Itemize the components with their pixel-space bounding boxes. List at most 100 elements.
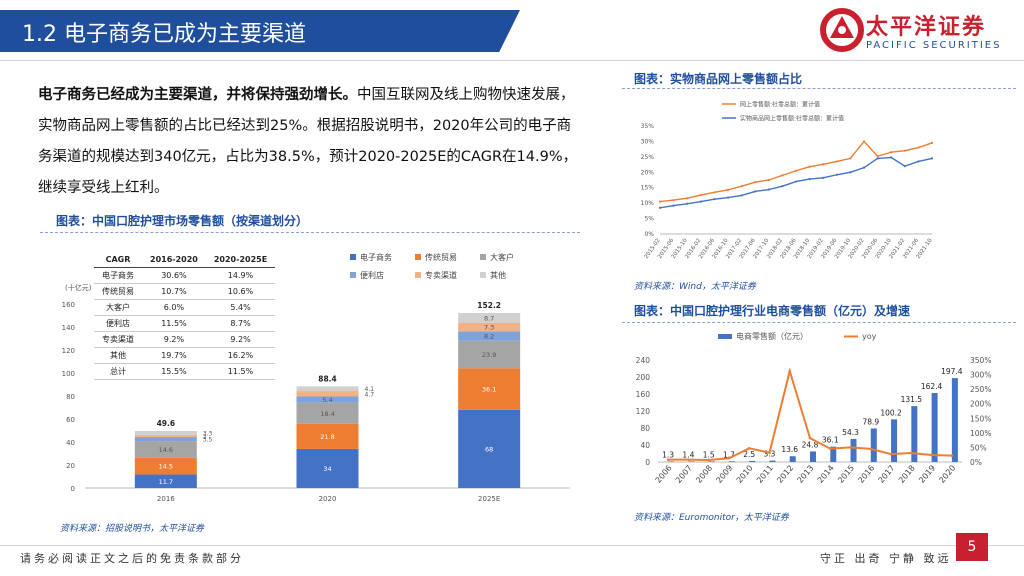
bar-segment xyxy=(458,340,521,369)
data-point xyxy=(890,151,893,154)
data-point xyxy=(767,178,770,182)
bar-value-label: 13.6 xyxy=(781,445,798,454)
y-tick-label: 20 xyxy=(66,462,75,470)
data-point xyxy=(658,200,662,203)
logo-icon xyxy=(820,8,864,52)
legend-swatch xyxy=(350,272,356,278)
x-tick-label: 2025E xyxy=(478,495,500,503)
x-tick-label: 2020 xyxy=(937,464,957,485)
bar-segment xyxy=(134,434,197,438)
cagr-cell: 16.2% xyxy=(205,347,276,364)
y-tick-label: 0 xyxy=(71,485,75,493)
segment-label: 14.5 xyxy=(159,463,173,471)
intro-paragraph: 电子商务已经成为主要渠道，并将保持强劲增长。中国互联网及线上购物快速发展，实物商… xyxy=(38,80,578,204)
data-point xyxy=(713,198,716,201)
y-tick-label: 10% xyxy=(641,200,655,207)
x-tick-label: 2015 xyxy=(836,464,856,485)
bar-value-label: 54.3 xyxy=(842,428,859,437)
cagr-cell: 6.0% xyxy=(142,299,206,316)
y-tick-label: 160 xyxy=(62,301,75,309)
y2-tick-label: 100% xyxy=(970,429,991,438)
y-tick-label: 40 xyxy=(66,439,75,447)
bar xyxy=(789,456,796,462)
y2-tick-label: 250% xyxy=(970,385,991,394)
data-point xyxy=(876,155,879,158)
bar-value-label: 131.5 xyxy=(901,395,923,404)
segment-label: 14.6 xyxy=(159,446,173,454)
data-point xyxy=(822,163,825,166)
x-tick-label: 2020 xyxy=(319,495,337,503)
yoy-point xyxy=(707,458,710,462)
y-tick-label: 80 xyxy=(66,393,75,401)
bar-segment xyxy=(458,368,521,410)
data-point xyxy=(903,165,906,168)
data-point xyxy=(686,202,689,205)
yoy-point xyxy=(869,447,873,451)
data-point xyxy=(726,196,730,199)
x-tick-label: 2013 xyxy=(796,464,816,485)
cagr-header-row: CAGR 2016-2020 2020-2025E xyxy=(94,252,276,268)
legend-label: 大客户 xyxy=(490,252,514,262)
cagr-cell: 11.5% xyxy=(205,363,276,380)
segment-label: 8.7 xyxy=(484,314,494,322)
y-tick-label: 160 xyxy=(636,390,651,399)
y2-tick-label: 200% xyxy=(970,400,991,409)
cagr-cell: 11.5% xyxy=(142,315,206,332)
segment-label: 11.7 xyxy=(159,478,173,486)
data-point xyxy=(794,169,798,172)
data-point xyxy=(930,157,934,160)
x-tick-label: 2018 xyxy=(897,464,917,485)
total-label: 49.6 xyxy=(157,419,176,428)
segment-label: 3.5 xyxy=(203,437,213,444)
data-point xyxy=(713,191,716,194)
yoy-point xyxy=(788,369,792,373)
footer-divider xyxy=(0,545,1024,546)
cagr-cell: 8.7% xyxy=(205,315,276,332)
cagr-cell: 15.5% xyxy=(142,363,206,380)
data-point xyxy=(835,173,838,176)
cagr-cell: 其他 xyxy=(94,347,142,364)
legend-label: 实物商品网上零售额:社零总额：累计值 xyxy=(740,115,844,123)
y2-tick-label: 50% xyxy=(970,443,987,452)
data-point xyxy=(754,181,757,184)
y-tick-label: 0% xyxy=(644,231,654,238)
cagr-cell: 10.6% xyxy=(205,283,276,300)
data-point xyxy=(835,160,838,163)
intro-bold: 电子商务已经成为主要渠道，并将保持强劲增长。 xyxy=(38,87,357,103)
page-number: 5 xyxy=(956,533,988,561)
left-panel-source: 资料来源：招股说明书，太平洋证券 xyxy=(60,524,205,534)
data-point xyxy=(930,141,934,145)
data-point xyxy=(917,146,920,149)
intro-rest: 中国互联网及线上购物快速发展，实物商品网上零售额的占比已经达到25%。根据招股说… xyxy=(38,87,578,196)
x-tick-label: 2011 xyxy=(755,464,775,485)
y2-tick-label: 350% xyxy=(970,356,991,365)
bar xyxy=(810,451,816,462)
segment-label: 4.7 xyxy=(365,391,375,398)
yoy-point xyxy=(747,447,751,450)
bar-value-label: 78.9 xyxy=(862,417,879,426)
cagr-cell: 19.7% xyxy=(142,347,206,364)
y-tick-label: 80 xyxy=(640,424,650,433)
segment-label: 34 xyxy=(323,465,331,473)
legend-label: 其他 xyxy=(490,270,506,280)
cagr-cell: 30.6% xyxy=(142,267,206,284)
bar-segment xyxy=(134,474,197,488)
data-point xyxy=(862,140,866,143)
legend-label: 电子商务 xyxy=(360,252,392,262)
data-point xyxy=(849,171,852,174)
cagr-header-1: 2016-2020 xyxy=(142,252,206,268)
y-tick-label: 120 xyxy=(62,347,75,355)
ecom-sales-chart: 电商零售额（亿元） yoy 0 40 80 120 160 200 240 0% 50% 100% 15… xyxy=(636,331,992,485)
x-tick-label: 2012 xyxy=(775,464,795,485)
bar xyxy=(830,446,837,462)
data-point xyxy=(822,176,825,179)
footer-motto: 守正 出奇 宁静 致远 xyxy=(820,552,952,565)
data-point xyxy=(808,165,811,168)
y-tick-label: 200 xyxy=(636,373,651,382)
header-divider xyxy=(0,60,1024,61)
yoy-point xyxy=(768,451,771,454)
title-bar xyxy=(0,10,520,52)
bar-value-label: 3.3 xyxy=(763,450,775,459)
yoy-point xyxy=(849,446,852,449)
bar-value-label: 197.4 xyxy=(941,367,963,376)
